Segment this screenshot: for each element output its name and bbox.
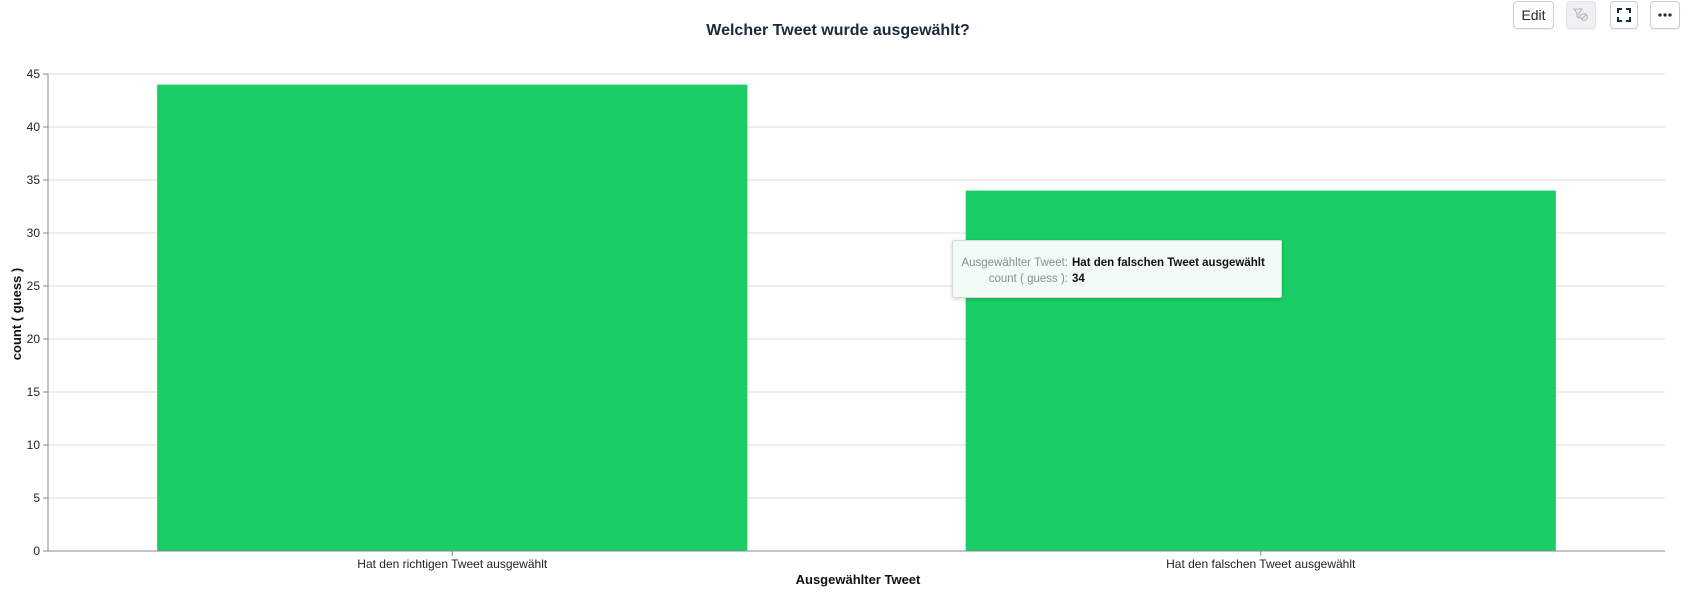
axes: 0 5 10 15 20 25 30 35 40 45 Hat den richtigen Twee… — [27, 67, 1665, 571]
y-tick-label: 35 — [27, 173, 41, 187]
bar-tooltip: Ausgewählter Tweet: Hat den falschen Twe… — [952, 240, 1282, 298]
tooltip-count-row: count ( guess ): 34 — [953, 271, 1281, 287]
y-tick-label: 0 — [33, 544, 40, 558]
y-tick-label: 40 — [27, 120, 41, 134]
tooltip-category-key: Ausgewählter Tweet: — [961, 257, 1068, 269]
filter-clear-icon — [1573, 8, 1588, 21]
fullscreen-icon — [1617, 8, 1631, 22]
x-tick-label: Hat den falschen Tweet ausgewählt — [1166, 557, 1356, 571]
x-tick-label: Hat den richtigen Tweet ausgewählt — [357, 557, 548, 571]
more-options-button[interactable] — [1650, 1, 1680, 29]
more-options-icon — [1658, 13, 1672, 17]
y-tick-label: 15 — [27, 385, 41, 399]
y-axis-label: count ( guess ) — [9, 268, 24, 360]
edit-button[interactable]: Edit — [1513, 1, 1554, 29]
y-tick-label: 20 — [27, 332, 41, 346]
tooltip-count-value: 34 — [1072, 273, 1085, 285]
tooltip-category-value: Hat den falschen Tweet ausgewählt — [1072, 257, 1265, 269]
tooltip-category-row: Ausgewählter Tweet: Hat den falschen Twe… — [953, 255, 1281, 271]
x-axis-label: Ausgewählter Tweet — [796, 572, 921, 587]
y-tick-label: 5 — [33, 491, 40, 505]
y-tick-label: 25 — [27, 279, 41, 293]
bar — [157, 84, 748, 551]
y-tick-label: 30 — [27, 226, 41, 240]
bars — [157, 84, 1556, 551]
tooltip-count-key: count ( guess ): — [988, 273, 1068, 285]
clear-filter-button — [1566, 1, 1596, 29]
y-tick-label: 10 — [27, 438, 41, 452]
chart-title: Welcher Tweet wurde ausgewählt? — [706, 22, 970, 39]
y-tick-label: 45 — [27, 67, 41, 81]
fullscreen-button[interactable] — [1610, 1, 1638, 29]
